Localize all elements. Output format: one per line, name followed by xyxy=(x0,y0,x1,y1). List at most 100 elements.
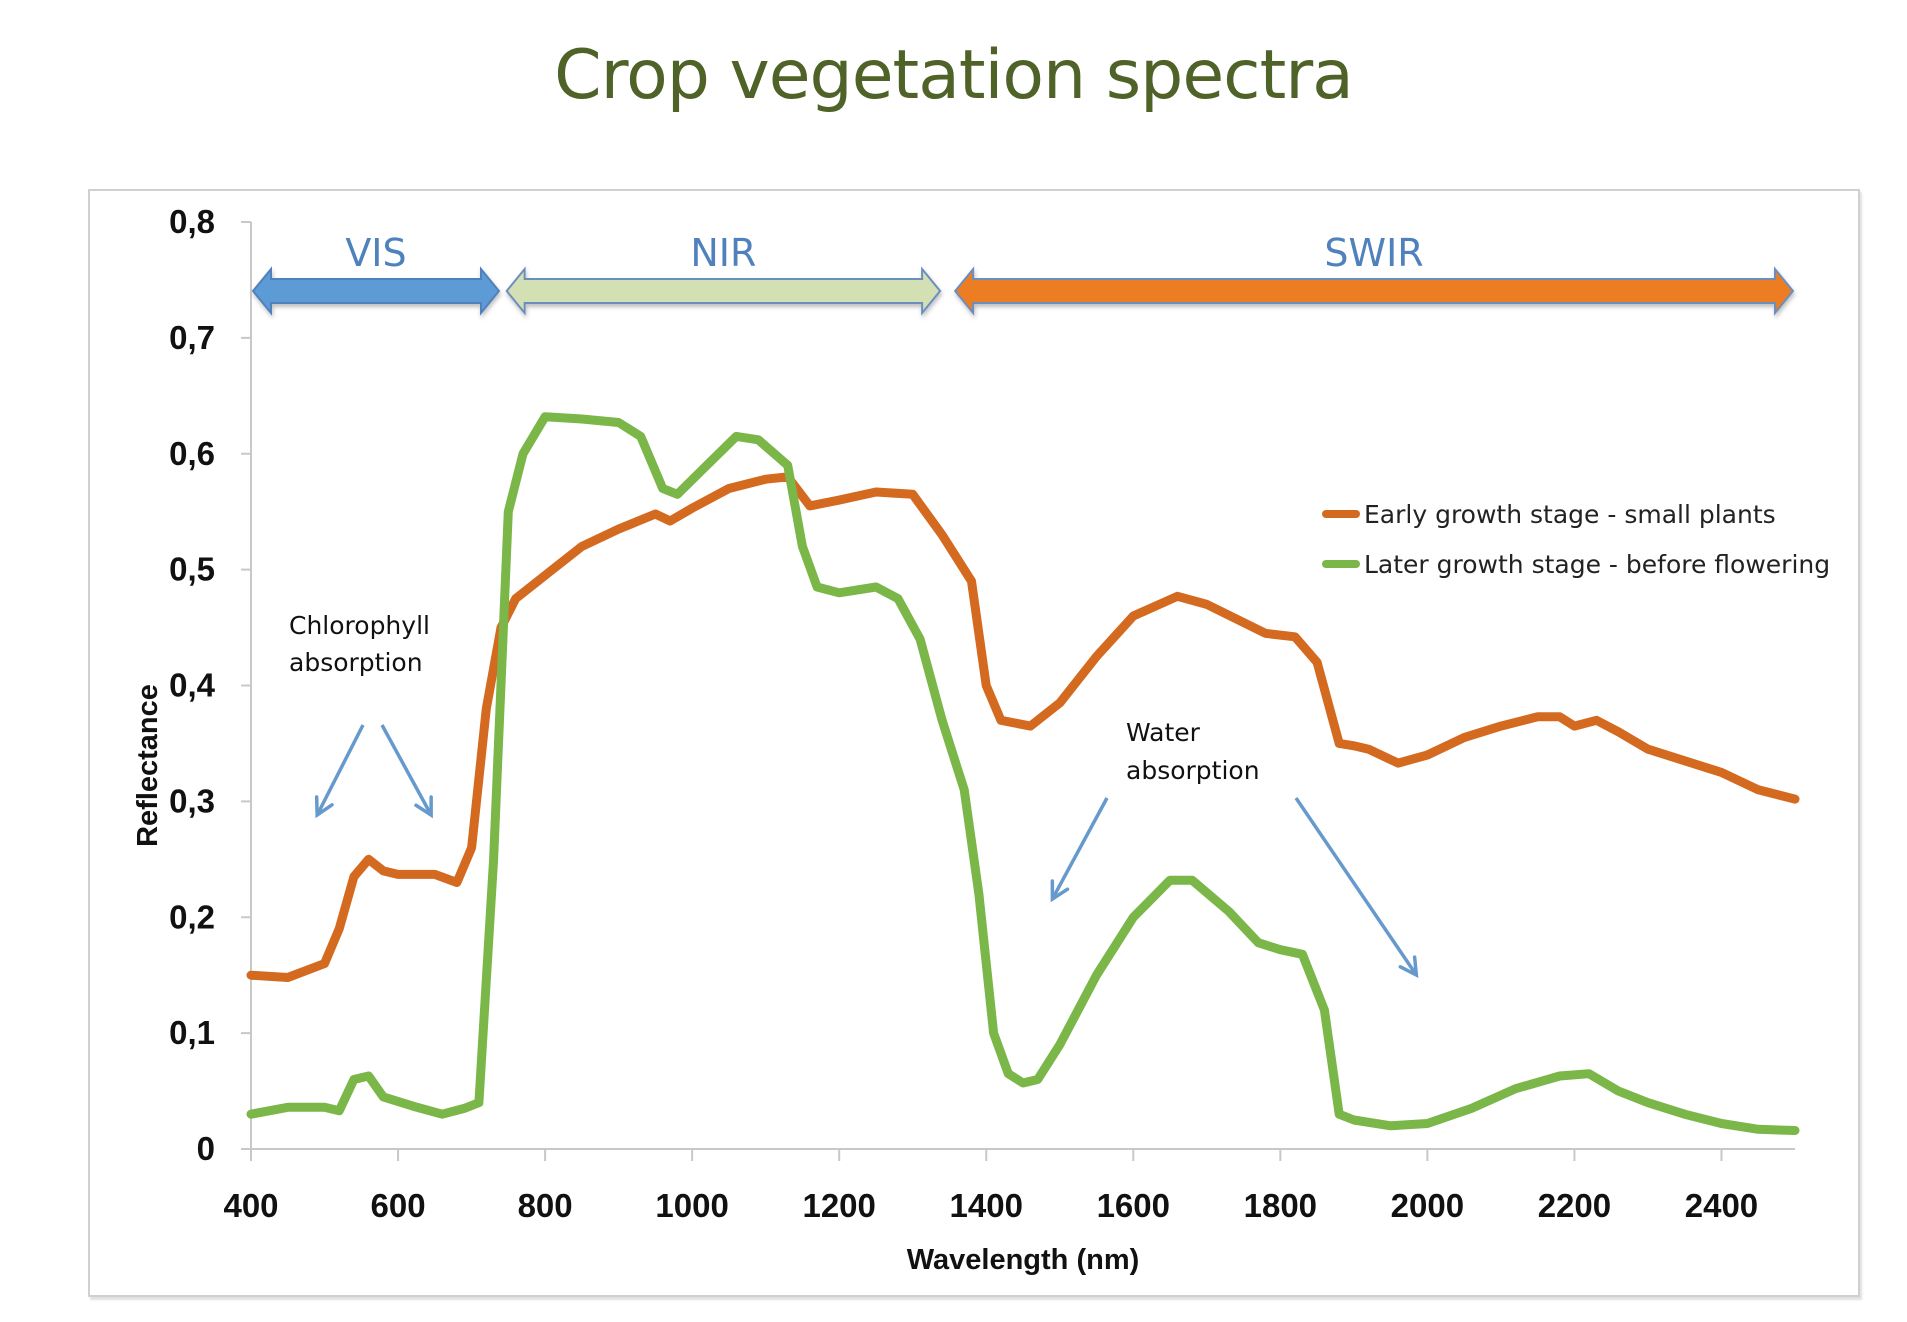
data-point xyxy=(1684,1114,1685,1115)
data-point xyxy=(787,465,788,466)
data-point xyxy=(1537,716,1538,717)
chlorophyll-arrow-right-head xyxy=(414,795,433,819)
data-point xyxy=(942,534,943,535)
data-point xyxy=(1427,1123,1428,1124)
water-arrow-right-head xyxy=(1398,955,1419,979)
data-point xyxy=(434,874,435,875)
data-point xyxy=(692,508,693,509)
data-point xyxy=(523,453,524,454)
data-point xyxy=(1324,1009,1325,1010)
data-point xyxy=(1368,749,1369,750)
x-tick-label: 1600 xyxy=(1097,1187,1170,1224)
data-point xyxy=(1317,662,1318,663)
data-point xyxy=(1721,1123,1722,1124)
x-tick-label: 600 xyxy=(371,1187,426,1224)
data-point xyxy=(618,422,619,423)
series-line-later-growth xyxy=(246,412,1800,1135)
water-arrow-right xyxy=(1294,797,1418,976)
data-point xyxy=(493,859,494,860)
data-point xyxy=(287,977,288,978)
data-point xyxy=(1559,716,1560,717)
data-point xyxy=(920,639,921,640)
data-point xyxy=(1353,745,1354,746)
data-point xyxy=(383,1096,384,1097)
data-point xyxy=(515,598,516,599)
data-point xyxy=(287,1107,288,1108)
data-point xyxy=(655,514,656,515)
data-point xyxy=(971,581,972,582)
data-point xyxy=(251,1114,252,1115)
data-point xyxy=(817,587,818,588)
y-tick-label: 0,2 xyxy=(169,898,215,935)
data-point xyxy=(662,488,663,489)
y-tick-label: 0,5 xyxy=(169,551,215,588)
x-tick-label: 2000 xyxy=(1391,1187,1464,1224)
data-point xyxy=(1192,880,1193,881)
data-point xyxy=(758,439,759,440)
y-tick-label: 0,4 xyxy=(169,667,216,704)
data-point xyxy=(1059,1044,1060,1045)
data-point xyxy=(986,685,987,686)
chlorophyll-arrow-right xyxy=(380,724,433,816)
data-point xyxy=(1096,975,1097,976)
annotation-chlorophyll-line1: Chlorophyll xyxy=(289,611,430,640)
data-point xyxy=(1302,954,1303,955)
band-arrow-swir xyxy=(953,266,1795,316)
annotation-chlorophyll-line2: absorption xyxy=(289,648,423,677)
data-point xyxy=(898,598,899,599)
data-point xyxy=(1618,1091,1619,1092)
data-point xyxy=(1647,749,1648,750)
data-point xyxy=(353,1079,354,1080)
band-label-nir: NIR xyxy=(690,231,756,275)
data-point xyxy=(486,708,487,709)
x-tick-label: 1000 xyxy=(655,1187,728,1224)
data-point xyxy=(640,436,641,437)
legend-label: Early growth stage - small plants xyxy=(1364,500,1776,529)
data-point xyxy=(1390,1125,1391,1126)
data-point xyxy=(1339,743,1340,744)
data-point xyxy=(251,975,252,976)
data-point xyxy=(978,894,979,895)
data-point xyxy=(324,1107,325,1108)
data-point xyxy=(1559,1075,1560,1076)
band-arrow-vis xyxy=(251,266,501,316)
data-point xyxy=(736,436,737,437)
data-point xyxy=(802,546,803,547)
data-point xyxy=(1795,799,1796,800)
data-point xyxy=(412,1106,413,1107)
data-point xyxy=(1096,656,1097,657)
data-point xyxy=(765,479,766,480)
data-point xyxy=(1500,726,1501,727)
data-point xyxy=(581,546,582,547)
annotation-water-line1: Water xyxy=(1126,718,1201,747)
water-arrow-left xyxy=(1050,797,1109,900)
data-point xyxy=(1295,636,1296,637)
data-point xyxy=(545,575,546,576)
data-point xyxy=(478,1102,479,1103)
legend-label: Later growth stage - before flowering xyxy=(1364,550,1830,579)
data-point xyxy=(1596,720,1597,721)
data-point xyxy=(508,511,509,512)
data-point xyxy=(1758,1129,1759,1130)
data-point xyxy=(1397,763,1398,764)
data-point xyxy=(942,720,943,721)
data-point xyxy=(1030,726,1031,727)
data-point xyxy=(1000,720,1001,721)
data-point xyxy=(1177,596,1178,597)
data-point xyxy=(839,500,840,501)
data-point xyxy=(1427,755,1428,756)
data-point xyxy=(1589,1073,1590,1074)
x-tick-label: 400 xyxy=(223,1187,278,1224)
y-tick-label: 0,6 xyxy=(169,435,215,472)
x-tick-label: 1200 xyxy=(802,1187,875,1224)
x-tick-label: 800 xyxy=(518,1187,573,1224)
data-point xyxy=(1258,942,1259,943)
data-point xyxy=(464,1108,465,1109)
data-point xyxy=(1228,911,1229,912)
data-point xyxy=(706,465,707,466)
y-tick-label: 0,8 xyxy=(169,203,215,240)
data-point xyxy=(1059,702,1060,703)
data-point xyxy=(670,520,671,521)
data-point xyxy=(1008,1073,1009,1074)
